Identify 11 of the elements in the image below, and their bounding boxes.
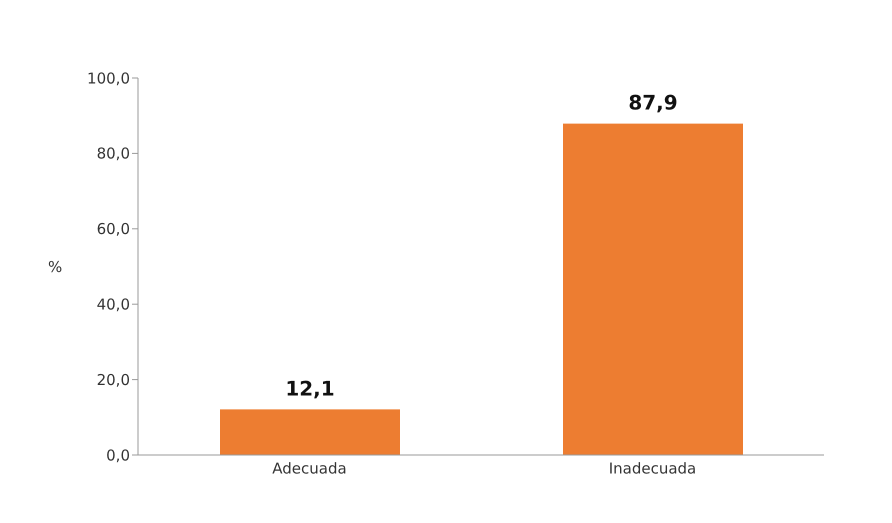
y-axis-title: % <box>48 258 62 276</box>
data-label: 87,9 <box>628 90 678 115</box>
y-tick-label: 0,0 <box>106 446 130 464</box>
x-tick-label: Adecuada <box>272 460 347 478</box>
y-tick-label: 80,0 <box>96 144 130 163</box>
y-tick-label: 100,0 <box>87 69 130 88</box>
y-tick-label: 40,0 <box>96 296 130 314</box>
data-label: 12,1 <box>285 376 335 400</box>
y-tick-label: 60,0 <box>96 220 130 238</box>
x-tick-label: Inadecuada <box>608 460 696 478</box>
y-tick-label: 20,0 <box>96 370 130 389</box>
